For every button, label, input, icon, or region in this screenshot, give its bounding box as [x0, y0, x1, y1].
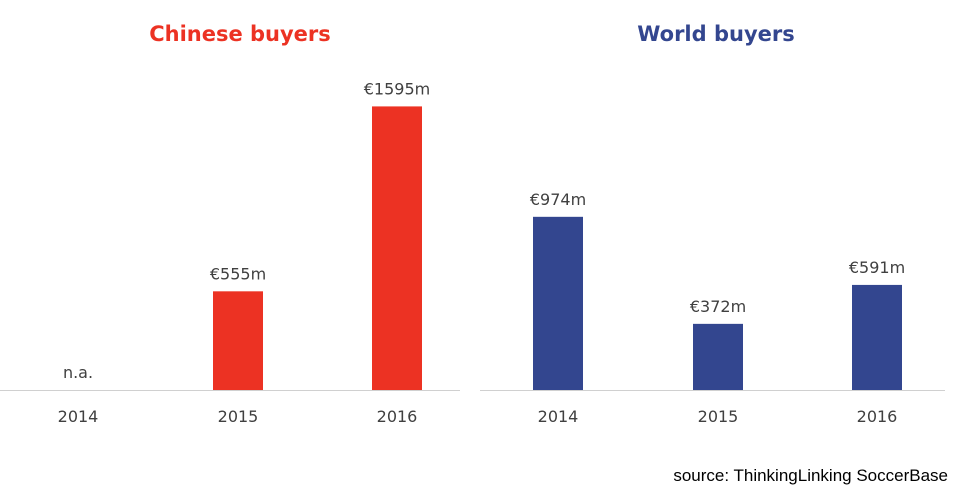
- chinese-bar-2015: [213, 291, 263, 390]
- world-bar-2015: [693, 323, 743, 390]
- world-tick-label-2016: 2016: [857, 407, 898, 426]
- world-tick-label-2014: 2014: [538, 407, 579, 426]
- world-data-label-2015: €372m: [690, 297, 746, 316]
- chinese-data-label-2016: €1595m: [364, 79, 430, 98]
- chinese-bar-2016: [372, 106, 422, 390]
- source-note: source: ThinkingLinking SoccerBase: [673, 466, 948, 485]
- chinese-tick-label-2015: 2015: [218, 407, 259, 426]
- world-bar-2016: [852, 284, 902, 390]
- world-bar-2014: [533, 216, 583, 390]
- chinese-data-label-2014: n.a.: [63, 363, 93, 382]
- chinese-data-label-2015: €555m: [210, 264, 266, 283]
- world-buyers-title: World buyers: [637, 22, 795, 46]
- world-tick-label-2015: 2015: [698, 407, 739, 426]
- chinese-tick-label-2014: 2014: [58, 407, 99, 426]
- chinese-buyers-title: Chinese buyers: [149, 22, 331, 46]
- world-data-label-2014: €974m: [530, 190, 586, 209]
- world-data-label-2016: €591m: [849, 258, 905, 277]
- chinese-tick-label-2016: 2016: [377, 407, 418, 426]
